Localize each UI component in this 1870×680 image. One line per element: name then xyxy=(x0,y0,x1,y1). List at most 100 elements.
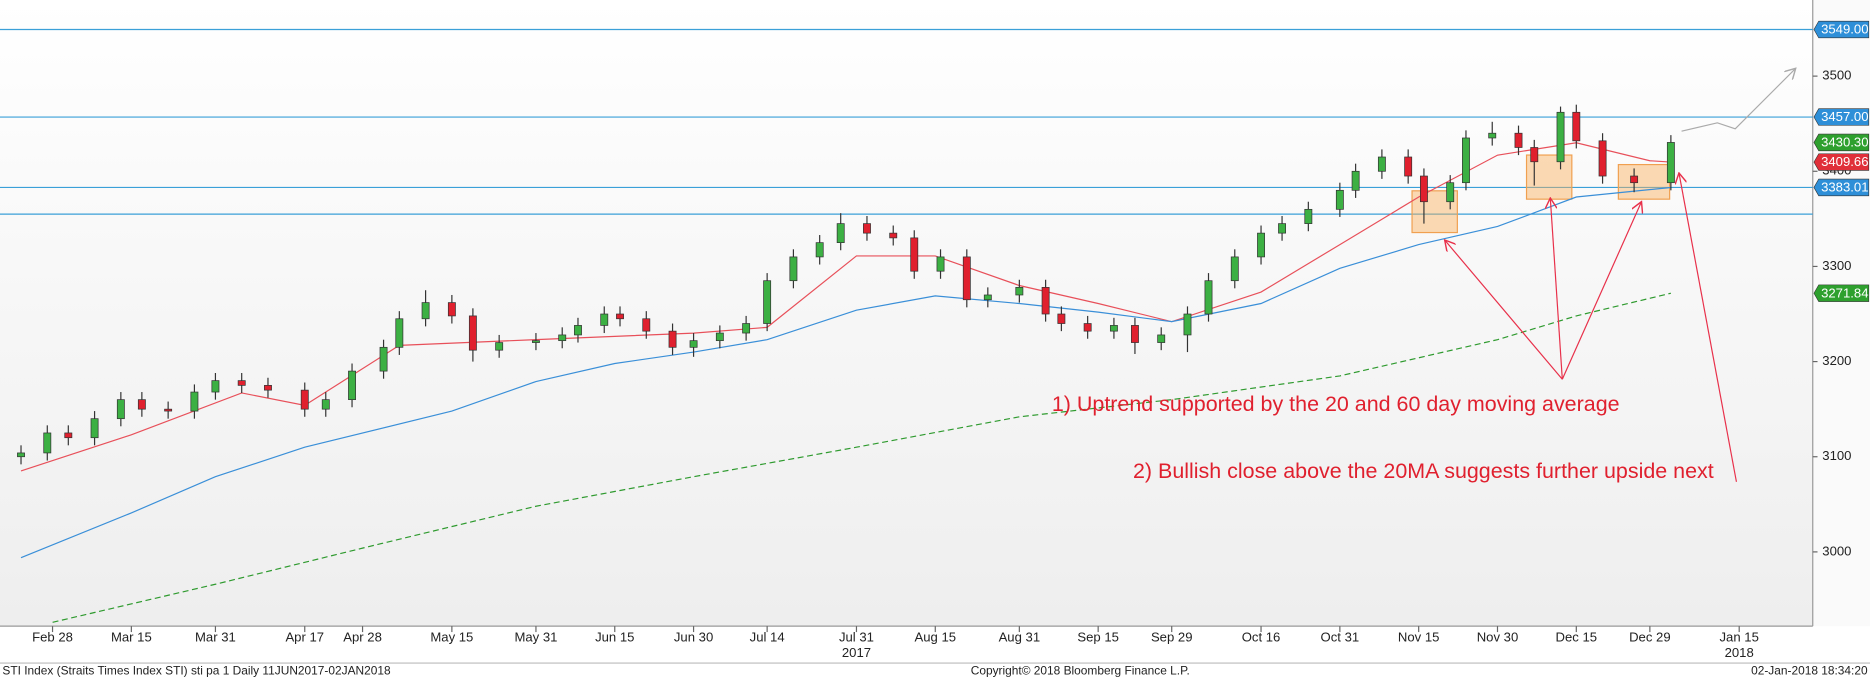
candle-body xyxy=(889,232,898,239)
timestamp: 02-Jan-2018 18:34:20 xyxy=(1751,664,1868,678)
x-tick-label: Apr 28 xyxy=(343,630,382,645)
candle-body xyxy=(1377,156,1386,172)
x-tick-label: May 15 xyxy=(430,630,473,645)
arrow xyxy=(1445,241,1563,380)
candle-body xyxy=(321,399,330,410)
candle-body xyxy=(1630,175,1639,184)
price-tag-label: 3549.00 xyxy=(1821,22,1868,37)
year-label: 2017 xyxy=(842,645,871,660)
candle-body xyxy=(910,237,919,272)
marks xyxy=(17,104,1675,623)
price-tag xyxy=(1813,20,1870,39)
axis-background xyxy=(1812,0,1870,627)
price-tag xyxy=(1813,153,1870,171)
x-tick-label: Mar 31 xyxy=(195,630,236,645)
highlight-boxes xyxy=(1411,154,1671,234)
x-tick-label: Apr 17 xyxy=(285,630,324,645)
x-tick-label: Jun 15 xyxy=(595,630,634,645)
candle-body xyxy=(600,313,609,326)
x-tick-label: Jul 31 xyxy=(839,630,874,645)
candle-body xyxy=(64,432,73,439)
arrow xyxy=(1550,199,1563,380)
candle-body xyxy=(1556,111,1565,163)
candle-body xyxy=(1404,156,1413,177)
x-tick-label: Oct 16 xyxy=(1242,630,1281,645)
y-tick-label: 3200 xyxy=(1822,353,1851,368)
candle-body xyxy=(43,432,52,454)
arrows xyxy=(1445,174,1738,482)
year-label: 2018 xyxy=(1725,645,1754,660)
candle-body xyxy=(1335,189,1344,210)
price-tag xyxy=(1813,108,1870,126)
candle-body xyxy=(668,330,677,348)
candle-body xyxy=(1488,132,1497,139)
candle-body xyxy=(574,325,582,336)
candle-body xyxy=(983,294,992,301)
candle-body xyxy=(211,380,220,393)
highlight-box xyxy=(1617,163,1671,200)
candle-body xyxy=(1278,223,1286,234)
candle-body xyxy=(1083,323,1092,332)
candle-body xyxy=(237,380,246,386)
candle-body xyxy=(1015,287,1024,296)
candle-body xyxy=(421,302,430,320)
candle-body xyxy=(1230,256,1239,282)
price-tag xyxy=(1813,284,1870,302)
price-tag-label: 3457.00 xyxy=(1821,109,1868,124)
candle-body xyxy=(1131,325,1139,343)
candle-body xyxy=(836,223,845,244)
candle-body xyxy=(962,256,971,301)
y-tick-label: 3300 xyxy=(1822,258,1851,273)
candle-body xyxy=(763,280,772,324)
x-tick-label: Mar 15 xyxy=(111,630,152,645)
candle-body xyxy=(863,223,871,234)
candle-body xyxy=(495,342,504,351)
price-tag xyxy=(1813,133,1870,152)
price-tag-label: 3271.84 xyxy=(1821,285,1868,300)
candle-body xyxy=(468,315,477,351)
y-tick-label: 3000 xyxy=(1822,543,1851,558)
candle-body xyxy=(348,370,356,401)
candle-body xyxy=(742,323,751,334)
candle-body xyxy=(642,318,651,332)
projection-arrow xyxy=(1681,69,1795,132)
price-tag-label: 3409.66 xyxy=(1821,154,1868,169)
x-tick-label: Jun 30 xyxy=(674,630,713,645)
x-tick-label: Dec 15 xyxy=(1556,630,1598,645)
candle-body xyxy=(1183,313,1192,336)
candle-body xyxy=(1514,132,1523,148)
candle-body xyxy=(789,256,798,282)
candle-body xyxy=(90,418,99,439)
price-tag-label: 3430.30 xyxy=(1821,135,1868,150)
candle-body xyxy=(264,385,272,391)
moving-average xyxy=(20,186,1671,559)
candle-body xyxy=(379,346,388,372)
x-tick-label: Oct 31 xyxy=(1321,630,1360,645)
candle-body xyxy=(1530,147,1539,163)
candle-body xyxy=(164,408,173,412)
candle-body xyxy=(558,334,567,342)
x-tick-label: Dec 29 xyxy=(1629,630,1671,645)
candle-body xyxy=(17,452,25,458)
candle-body xyxy=(137,399,146,410)
x-tick-label: Aug 15 xyxy=(914,630,956,645)
x-tick-label: Aug 31 xyxy=(999,630,1041,645)
candle-body xyxy=(190,391,199,412)
source: STI Index (Straits Times Index STI) sti … xyxy=(2,664,391,678)
candle-body xyxy=(715,332,724,342)
candle-body xyxy=(447,302,456,317)
candle-body xyxy=(1351,170,1360,191)
annotation: 2) Bullish close above the 20MA suggests… xyxy=(1133,459,1714,483)
candle-body xyxy=(815,242,824,258)
candle-body xyxy=(1041,287,1050,315)
candle-body xyxy=(1598,140,1607,177)
moving-average xyxy=(20,142,1671,472)
candle-body xyxy=(1204,280,1213,315)
levels xyxy=(0,28,1813,215)
candle-body xyxy=(395,318,404,348)
candle-body xyxy=(616,313,624,320)
copyright: Copyright© 2018 Bloomberg Finance L.P. xyxy=(971,664,1190,678)
candle-body xyxy=(116,399,125,420)
